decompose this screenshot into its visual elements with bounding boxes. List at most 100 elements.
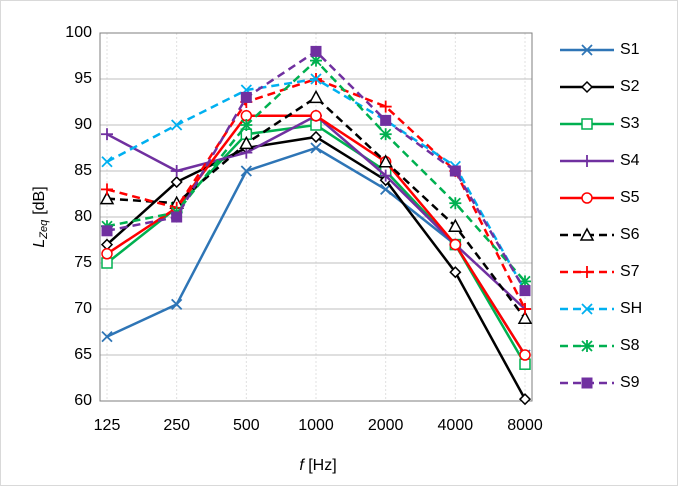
marker-shape	[517, 310, 533, 324]
legend-label: S2	[620, 78, 640, 95]
marker	[239, 135, 254, 150]
marker	[581, 118, 593, 130]
x-label-symbol: f	[299, 457, 305, 474]
marker	[170, 175, 183, 189]
marker	[240, 119, 253, 131]
marker-shape	[519, 349, 531, 361]
legend-label: S8	[620, 337, 640, 354]
marker	[170, 165, 183, 177]
x-tick-label: 125	[94, 417, 121, 434]
marker-shape	[581, 118, 593, 130]
y-tick-label: 95	[74, 70, 92, 87]
legend-label: S4	[620, 152, 640, 169]
x-tick-label: 1000	[298, 417, 334, 434]
marker	[580, 80, 594, 94]
legend-label: S9	[620, 374, 640, 391]
legend-label: S1	[620, 41, 640, 58]
marker	[517, 310, 533, 324]
x-tick-label: 2000	[368, 417, 404, 434]
marker-shape	[518, 393, 532, 406]
marker-shape	[170, 175, 183, 189]
y-tick-label: 65	[74, 346, 92, 363]
marker	[101, 128, 113, 141]
marker	[171, 298, 183, 311]
marker	[310, 142, 322, 154]
marker	[101, 225, 113, 237]
legend-label: S5	[620, 189, 640, 206]
marker-shape	[99, 191, 115, 205]
marker	[579, 227, 595, 241]
marker	[101, 248, 113, 260]
marker	[310, 110, 322, 122]
marker	[99, 191, 115, 205]
x-axis-label: f [Hz]	[299, 457, 336, 474]
marker	[101, 156, 113, 168]
marker	[581, 303, 593, 315]
marker-stroke	[310, 142, 322, 154]
marker-shape	[378, 154, 393, 168]
marker	[581, 44, 593, 56]
marker	[310, 45, 322, 57]
marker	[379, 100, 392, 113]
marker	[581, 155, 593, 167]
marker	[310, 73, 322, 85]
marker-shape	[240, 91, 252, 103]
marker-stroke	[240, 165, 252, 177]
marker-shape	[579, 227, 595, 241]
y-label-subscript: Zeq	[38, 219, 50, 240]
marker	[581, 192, 593, 204]
marker	[101, 183, 113, 196]
marker	[308, 89, 324, 104]
marker	[519, 349, 531, 361]
marker	[449, 238, 462, 251]
y-tick-label: 100	[65, 24, 92, 41]
marker-shape	[101, 225, 113, 237]
marker-shape	[309, 130, 323, 144]
marker	[380, 114, 392, 126]
marker-shape	[239, 135, 254, 150]
legend-label: S3	[620, 115, 640, 132]
marker-shape	[581, 192, 593, 204]
x-tick-label: 4000	[438, 417, 474, 434]
marker	[240, 91, 252, 103]
marker-stroke	[171, 119, 183, 131]
marker	[171, 119, 183, 131]
marker-shape	[449, 266, 462, 279]
marker-stroke	[101, 330, 113, 343]
marker	[379, 169, 392, 182]
marker	[448, 218, 463, 232]
x-tick-label: 250	[163, 417, 190, 434]
marker-shape	[380, 114, 392, 126]
marker-shape	[171, 211, 183, 223]
y-tick-label: 60	[74, 392, 92, 409]
marker-stroke	[171, 298, 183, 311]
y-tick-label: 75	[74, 254, 92, 271]
marker-stroke	[101, 156, 113, 168]
marker-shape	[449, 238, 462, 251]
y-label-symbol: L	[31, 239, 48, 248]
marker-stroke	[581, 44, 593, 56]
marker	[518, 393, 532, 406]
marker	[101, 330, 113, 343]
x-tick-label: 8000	[507, 417, 543, 434]
marker	[240, 165, 252, 177]
marker	[581, 266, 593, 278]
legend-label: S6	[620, 226, 640, 243]
y-tick-label: 70	[74, 300, 92, 317]
marker	[581, 340, 593, 352]
legend-label: SH	[620, 300, 642, 317]
marker	[309, 130, 323, 144]
x-label-unit: [Hz]	[308, 457, 336, 474]
x-tick-label: 500	[233, 417, 260, 434]
legend-label: S7	[620, 263, 640, 280]
marker-shape	[448, 218, 463, 232]
marker-shape	[101, 248, 113, 260]
marker-stroke	[581, 303, 593, 315]
marker	[449, 266, 462, 279]
marker-shape	[581, 377, 593, 389]
marker-shape	[449, 165, 461, 177]
marker	[519, 285, 531, 297]
y-label-unit: [dB]	[31, 186, 48, 214]
